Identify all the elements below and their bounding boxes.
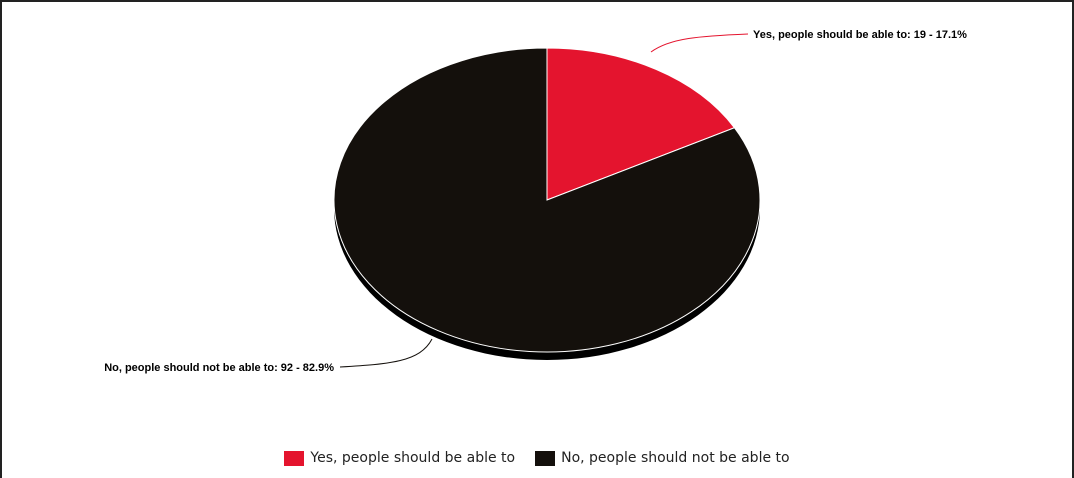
legend-swatch-yes <box>284 450 305 466</box>
pie-slice-no[interactable] <box>333 47 761 353</box>
callout-label-yes: Yes, people should be able to: 19 - 17.1… <box>753 29 967 41</box>
legend-label-yes: Yes, people should be able to <box>310 450 516 466</box>
legend: Yes, people should be able to No, people… <box>0 450 1074 466</box>
legend-item-yes[interactable]: Yes, people should be able to <box>284 450 515 466</box>
callout-label-no: No, people should not be able to: 92 - 8… <box>104 362 334 374</box>
callout-line-yes <box>650 33 749 53</box>
legend-item-no[interactable]: No, people should not be able to <box>535 450 790 466</box>
pie-slice-yes[interactable] <box>546 47 736 201</box>
callout-line-no <box>339 338 433 368</box>
legend-swatch-no <box>535 450 556 466</box>
legend-label-no: No, people should not be able to <box>561 450 790 466</box>
